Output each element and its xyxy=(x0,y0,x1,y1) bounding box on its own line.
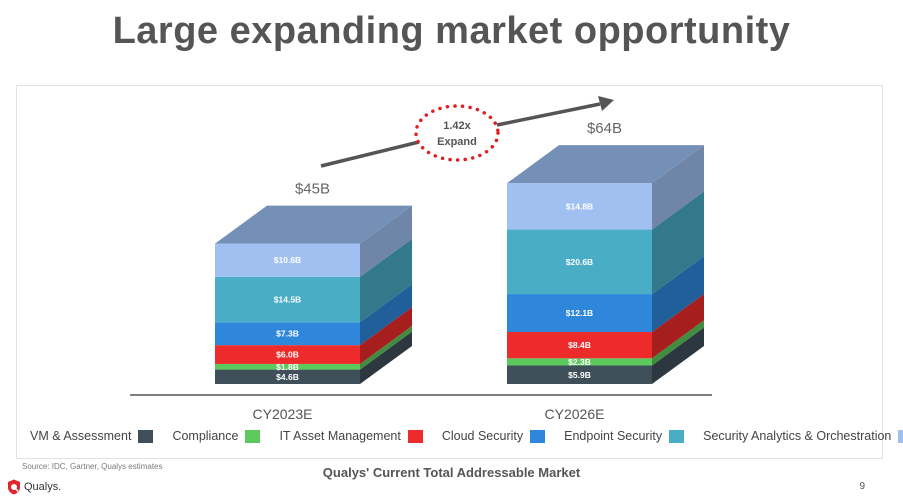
data-label: $14.8B xyxy=(566,201,593,211)
data-label: $8.4B xyxy=(568,340,591,350)
legend-label: Security Analytics & Orchestration xyxy=(703,429,892,443)
legend-label: Cloud Security xyxy=(441,429,524,443)
category-label: CY2026E xyxy=(545,406,605,422)
bar-segment-side xyxy=(652,320,704,366)
legend-swatch xyxy=(898,429,903,443)
growth-arrowhead xyxy=(598,96,614,111)
data-label: $6.0B xyxy=(276,350,299,360)
legend-label: Endpoint Security xyxy=(564,429,663,443)
bar-segment xyxy=(215,276,360,323)
annotation-expand: Expand xyxy=(437,136,477,148)
annotation-multiplier: 1.42x xyxy=(443,120,471,132)
bar-segment-side xyxy=(360,284,412,346)
legend-swatch xyxy=(669,429,685,443)
qualys-shield-icon xyxy=(8,479,20,495)
bar-segment-side xyxy=(652,256,704,332)
bar-segment-side xyxy=(652,191,704,295)
data-label: $20.6B xyxy=(566,257,593,267)
bar-segment-side xyxy=(360,325,412,370)
legend-item: Cloud Security xyxy=(441,429,546,443)
legend-item: VM & Assessment xyxy=(30,429,154,443)
data-label: $1.8B xyxy=(276,362,299,372)
data-label: $12.1B xyxy=(566,308,593,318)
chart-legend: VM & Assessment Compliance IT Asset Manage… xyxy=(30,428,903,444)
legend-label: IT Asset Management xyxy=(279,429,401,443)
bar-segment xyxy=(215,363,360,370)
bar-segment-side xyxy=(652,293,704,359)
bar-segment xyxy=(507,183,652,230)
legend-item: Endpoint Security xyxy=(564,429,685,443)
category-label: CY2023E xyxy=(253,406,313,422)
bar-segment xyxy=(215,243,360,277)
data-label: $5.9B xyxy=(568,370,591,380)
data-label: $7.3B xyxy=(276,329,299,339)
legend-label: VM & Assessment xyxy=(30,429,132,443)
bar-segment-side xyxy=(652,327,704,384)
bar-segment-side xyxy=(652,145,704,230)
bar-segment xyxy=(215,322,360,346)
legend-swatch xyxy=(407,429,423,443)
slide-title: Large expanding market opportunity xyxy=(112,10,791,52)
source-note: Source: IDC, Gartner, Qualys estimates xyxy=(22,462,163,471)
data-label: $10.6B xyxy=(274,255,301,265)
bar-segment xyxy=(507,331,652,359)
bar-segment xyxy=(507,229,652,295)
qualys-logo: Qualys. xyxy=(7,479,61,495)
bar-segment xyxy=(215,369,360,384)
legend-item: Security Analytics & Orchestration xyxy=(703,429,903,443)
legend-swatch xyxy=(138,429,154,443)
legend-swatch xyxy=(530,429,546,443)
legend-swatch xyxy=(245,429,261,443)
annotation-ellipse xyxy=(414,104,500,162)
growth-arrow-line xyxy=(320,140,420,168)
legend-item: IT Asset Management xyxy=(279,429,423,443)
legend-label: Compliance xyxy=(172,429,239,443)
bar-segment xyxy=(507,358,652,366)
bar-segment-side xyxy=(360,307,412,364)
total-label: $45B xyxy=(295,181,330,198)
bar-segment xyxy=(215,345,360,364)
data-label: $14.5B xyxy=(274,295,301,305)
bar-segment-side xyxy=(360,331,412,384)
chart-panel xyxy=(16,85,883,459)
footer-title: Qualys' Current Total Addressable Market xyxy=(322,465,581,480)
bar-segment xyxy=(507,365,652,384)
data-label: $4.6B xyxy=(276,372,299,382)
growth-arrow-line xyxy=(496,102,601,127)
logo-text: Qualys. xyxy=(24,481,62,493)
bar-top-face xyxy=(215,205,412,244)
bar-top-face xyxy=(507,145,704,184)
page-number: 9 xyxy=(859,481,865,492)
bar-segment-side xyxy=(360,238,412,323)
bar-segment xyxy=(507,294,652,332)
data-label: $2.3B xyxy=(568,357,591,367)
legend-item: Compliance xyxy=(172,429,261,443)
total-label: $64B xyxy=(587,120,622,137)
bar-segment-side xyxy=(360,205,412,277)
